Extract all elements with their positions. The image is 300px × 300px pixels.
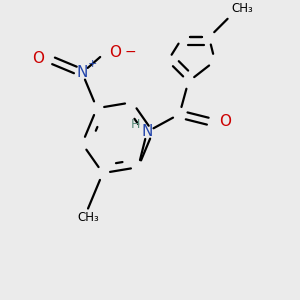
Text: O: O: [109, 45, 121, 60]
Text: CH₃: CH₃: [231, 2, 253, 15]
Text: O: O: [219, 114, 231, 129]
Text: O: O: [32, 50, 44, 65]
Text: +: +: [88, 59, 97, 69]
Text: N: N: [141, 124, 153, 139]
Text: CH₃: CH₃: [77, 212, 99, 224]
Text: −: −: [125, 45, 136, 59]
Text: N: N: [76, 65, 88, 80]
Text: H: H: [130, 118, 140, 131]
